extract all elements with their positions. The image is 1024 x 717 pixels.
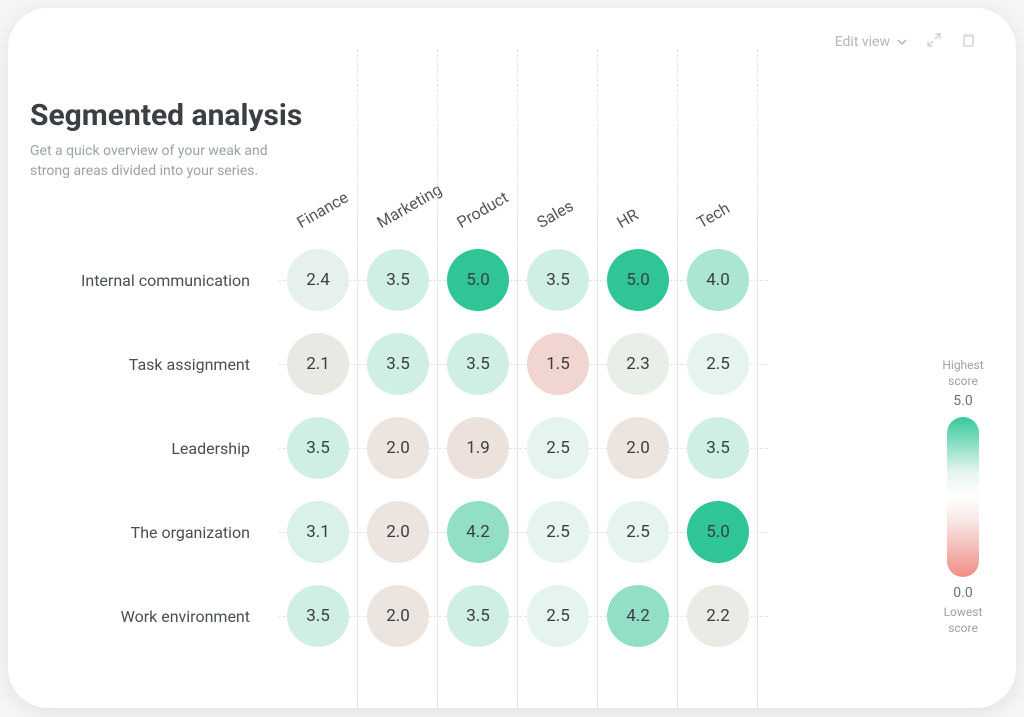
heatmap-cell[interactable]: 2.5: [607, 501, 669, 563]
heatmap-cell[interactable]: 3.1: [287, 501, 349, 563]
legend-min-value: 0.0: [953, 585, 972, 601]
column-headers: FinanceMarketingProductSalesHRTech: [8, 188, 768, 238]
row-label: Work environment: [8, 607, 278, 626]
column-header: Marketing: [374, 180, 445, 232]
heatmap-cell[interactable]: 2.1: [287, 333, 349, 395]
heatmap-row: Work environment 3.5 2.0 3.5 2.5 4.2 2.2: [8, 574, 768, 658]
column-header: Finance: [294, 188, 352, 232]
column-header: Product: [454, 188, 512, 232]
heatmap-cell[interactable]: 2.0: [607, 417, 669, 479]
heatmap-cell[interactable]: 2.5: [527, 501, 589, 563]
heatmap-cell[interactable]: 3.5: [287, 585, 349, 647]
expand-icon[interactable]: [926, 32, 942, 52]
heatmap-cell[interactable]: 2.3: [607, 333, 669, 395]
heatmap-cell[interactable]: 2.2: [687, 585, 749, 647]
heatmap-cell[interactable]: 2.4: [287, 249, 349, 311]
heatmap-cell[interactable]: 2.0: [367, 585, 429, 647]
heatmap-cell[interactable]: 3.5: [287, 417, 349, 479]
heatmap-cell[interactable]: 1.9: [447, 417, 509, 479]
edit-view-label: Edit view: [835, 34, 890, 50]
row-label: Leadership: [8, 439, 278, 458]
header: Segmented analysis Get a quick overview …: [30, 98, 996, 182]
page-title: Segmented analysis: [30, 98, 996, 133]
color-legend: Highest score 5.0 0.0 Lowest score: [930, 358, 996, 636]
heatmap-cell[interactable]: 3.5: [687, 417, 749, 479]
copy-icon[interactable]: [960, 32, 976, 52]
heatmap-chart: FinanceMarketingProductSalesHRTech Inter…: [8, 188, 768, 668]
heatmap-cell[interactable]: 3.5: [367, 333, 429, 395]
row-label: The organization: [8, 523, 278, 542]
heatmap-cell[interactable]: 4.0: [687, 249, 749, 311]
heatmap-cell[interactable]: 5.0: [447, 249, 509, 311]
row-label: Task assignment: [8, 355, 278, 374]
toolbar: Edit view: [835, 32, 976, 52]
heatmap-cell[interactable]: 2.5: [687, 333, 749, 395]
heatmap-cell[interactable]: 5.0: [687, 501, 749, 563]
legend-bottom-label: Lowest score: [930, 605, 996, 636]
heatmap-cell[interactable]: 2.0: [367, 501, 429, 563]
column-header: Sales: [534, 196, 577, 232]
heatmap-cell[interactable]: 4.2: [447, 501, 509, 563]
heatmap-cell[interactable]: 2.0: [367, 417, 429, 479]
heatmap-cell[interactable]: 2.5: [527, 585, 589, 647]
column-header: Tech: [694, 198, 733, 232]
heatmap-cell[interactable]: 5.0: [607, 249, 669, 311]
heatmap-cell[interactable]: 3.5: [447, 585, 509, 647]
heatmap-row: Task assignment 2.1 3.5 3.5 1.5 2.3 2.5: [8, 322, 768, 406]
heatmap-cell[interactable]: 3.5: [447, 333, 509, 395]
heatmap-cell[interactable]: 3.5: [367, 249, 429, 311]
heatmap-row: The organization 3.1 2.0 4.2 2.5 2.5 5.0: [8, 490, 768, 574]
heatmap-grid: Internal communication 2.4 3.5 5.0 3.5 5.0 4.0…: [8, 238, 768, 658]
legend-max-value: 5.0: [953, 393, 972, 409]
legend-gradient-bar: [947, 417, 979, 577]
edit-view-dropdown[interactable]: Edit view: [835, 34, 908, 50]
heatmap-cell[interactable]: 3.5: [527, 249, 589, 311]
legend-top-label: Highest score: [930, 358, 996, 389]
column-header: HR: [614, 205, 642, 232]
heatmap-cell[interactable]: 2.5: [527, 417, 589, 479]
heatmap-cell[interactable]: 4.2: [607, 585, 669, 647]
chevron-down-icon: [896, 36, 908, 48]
analysis-card: Edit view Segmented analysis Get a quick…: [8, 8, 1016, 708]
heatmap-row: Leadership 3.5 2.0 1.9 2.5 2.0 3.5: [8, 406, 768, 490]
heatmap-row: Internal communication 2.4 3.5 5.0 3.5 5.0 4.0: [8, 238, 768, 322]
heatmap-cell[interactable]: 1.5: [527, 333, 589, 395]
page-subtitle: Get a quick overview of your weak and st…: [30, 141, 310, 182]
row-label: Internal communication: [8, 271, 278, 290]
